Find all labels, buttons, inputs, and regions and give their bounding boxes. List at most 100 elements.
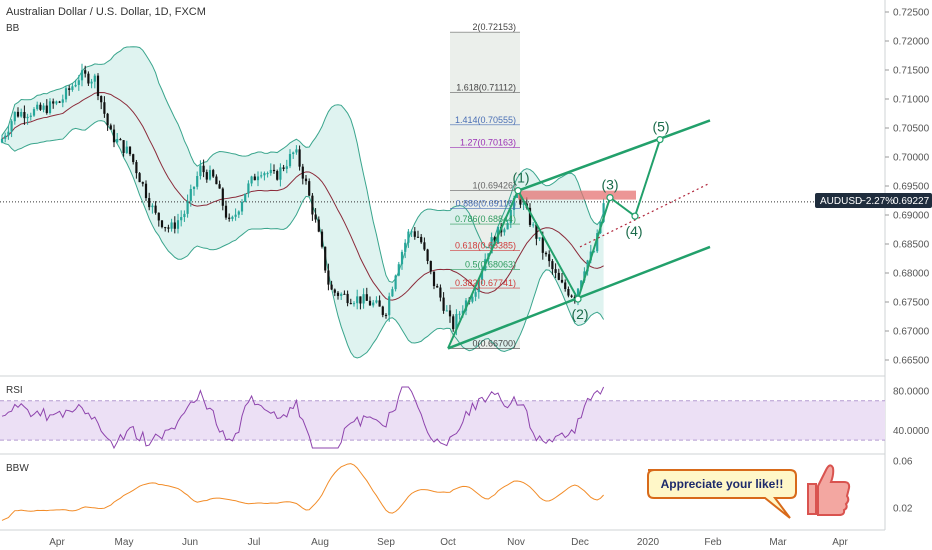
candle-body bbox=[343, 293, 346, 295]
time-tick-label: Apr bbox=[49, 537, 65, 548]
candle-body bbox=[352, 303, 356, 305]
candle-body bbox=[55, 101, 58, 104]
elliott-wave-drawing[interactable]: (1) (2) (3) (4) (5) bbox=[447, 119, 711, 350]
indicator-label-rsi: RSI bbox=[6, 385, 23, 396]
fib-level-label: 0.886(0.69116) bbox=[456, 198, 516, 208]
candle-body bbox=[112, 129, 116, 143]
time-tick-label: Nov bbox=[507, 537, 525, 548]
candle-body bbox=[253, 176, 256, 181]
time-tick-label: Mar bbox=[769, 537, 787, 548]
price-tick-label: 0.72000 bbox=[893, 37, 930, 48]
candle-body bbox=[221, 188, 224, 206]
candle-body bbox=[93, 75, 96, 82]
candle-body bbox=[400, 251, 404, 265]
candle-body bbox=[39, 104, 42, 110]
candle-body bbox=[16, 111, 20, 117]
candle-body bbox=[388, 296, 391, 316]
candle-body bbox=[359, 296, 362, 304]
candle-body bbox=[183, 213, 186, 218]
fib-level-label: 0.618(0.68385) bbox=[455, 241, 516, 251]
candle-body bbox=[455, 313, 458, 330]
candle-body bbox=[135, 162, 138, 174]
wave-point bbox=[606, 194, 614, 202]
candle-body bbox=[445, 310, 448, 312]
bollinger-bands bbox=[0, 46, 885, 359]
price-tick-label: 0.69000 bbox=[893, 211, 930, 222]
candle-body bbox=[365, 294, 368, 301]
candle-body bbox=[84, 70, 87, 74]
candle-body bbox=[240, 201, 244, 212]
bb-upper bbox=[1, 46, 605, 283]
candle-body bbox=[218, 184, 221, 189]
candle-body bbox=[138, 173, 141, 183]
candle-body bbox=[42, 105, 45, 110]
candle-body bbox=[340, 293, 343, 296]
candle-body bbox=[7, 131, 10, 136]
candle-body bbox=[61, 99, 64, 103]
indicator-label-bb: BB bbox=[6, 23, 20, 34]
candle-body bbox=[493, 237, 496, 244]
candle-body bbox=[458, 313, 461, 315]
candle-body bbox=[356, 296, 359, 304]
candle-body bbox=[23, 112, 26, 119]
candle-body bbox=[247, 183, 250, 194]
candle-body bbox=[132, 154, 135, 163]
candle-body bbox=[461, 310, 464, 314]
candle-body bbox=[224, 205, 228, 218]
candle-body bbox=[372, 302, 375, 306]
candle-body bbox=[391, 289, 394, 297]
candle-body bbox=[45, 105, 48, 114]
time-axis[interactable]: Apr May Jun Jul Aug Sep Oct Nov Dec 2020 Feb Mar Apr bbox=[49, 537, 848, 548]
fib-level-label: 0.5(0.68063) bbox=[465, 259, 516, 269]
candle-body bbox=[429, 261, 432, 272]
candle-body bbox=[602, 203, 605, 222]
wave-label: (1) bbox=[512, 170, 529, 186]
candle-body bbox=[196, 176, 199, 187]
candle-body bbox=[570, 295, 573, 297]
candle-body bbox=[564, 282, 567, 290]
candle-body bbox=[592, 251, 596, 253]
wave-label: (3) bbox=[601, 177, 618, 193]
candle-body bbox=[439, 287, 442, 298]
candle-body bbox=[170, 222, 173, 229]
candle-body bbox=[205, 172, 208, 180]
candle-body bbox=[64, 88, 68, 100]
fib-level-label: 1.414(0.70555) bbox=[455, 115, 516, 125]
wave-label: (4) bbox=[625, 223, 642, 239]
candle-body bbox=[381, 306, 384, 315]
candle-body bbox=[52, 101, 55, 104]
candle-body bbox=[541, 237, 544, 253]
rsi-band-fill bbox=[0, 400, 885, 441]
candle-body bbox=[288, 154, 292, 167]
price-tick-label: 0.68500 bbox=[893, 240, 930, 251]
candle-body bbox=[298, 149, 301, 167]
candle-body bbox=[317, 219, 320, 232]
fib-level-label: 0(0.66700) bbox=[472, 338, 516, 348]
candle-body bbox=[186, 200, 189, 214]
fib-level-label: 0.382(0.67741) bbox=[455, 278, 516, 288]
candle-body bbox=[269, 169, 272, 174]
candle-body bbox=[304, 178, 308, 182]
callout-text: Appreciate your like!! bbox=[661, 477, 784, 491]
last-price-badge: AUDUSD −2.27% 0.69227 bbox=[815, 193, 932, 208]
candle-body bbox=[164, 227, 167, 229]
candle-body bbox=[192, 186, 196, 190]
bbw-pane: 0.06 0.02 bbox=[1, 457, 913, 521]
candle-body bbox=[154, 205, 157, 213]
candle-body bbox=[157, 212, 160, 221]
candle-body bbox=[311, 195, 314, 215]
candle-body bbox=[576, 288, 580, 301]
price-tick-label: 0.70000 bbox=[893, 153, 930, 164]
candle-body bbox=[474, 292, 477, 297]
price-axis[interactable]: 0.72500 0.72000 0.71500 0.71000 0.70500 0.700… bbox=[885, 8, 930, 367]
badge-symbol: AUDUSD bbox=[820, 196, 862, 207]
candle-body bbox=[567, 289, 570, 296]
candle-body bbox=[244, 193, 247, 202]
candle-body bbox=[506, 223, 509, 230]
candle-body bbox=[452, 316, 455, 330]
bb-fill bbox=[2, 46, 604, 359]
candle-body bbox=[260, 175, 263, 177]
candle-body bbox=[477, 279, 480, 293]
candle-body bbox=[308, 181, 311, 196]
